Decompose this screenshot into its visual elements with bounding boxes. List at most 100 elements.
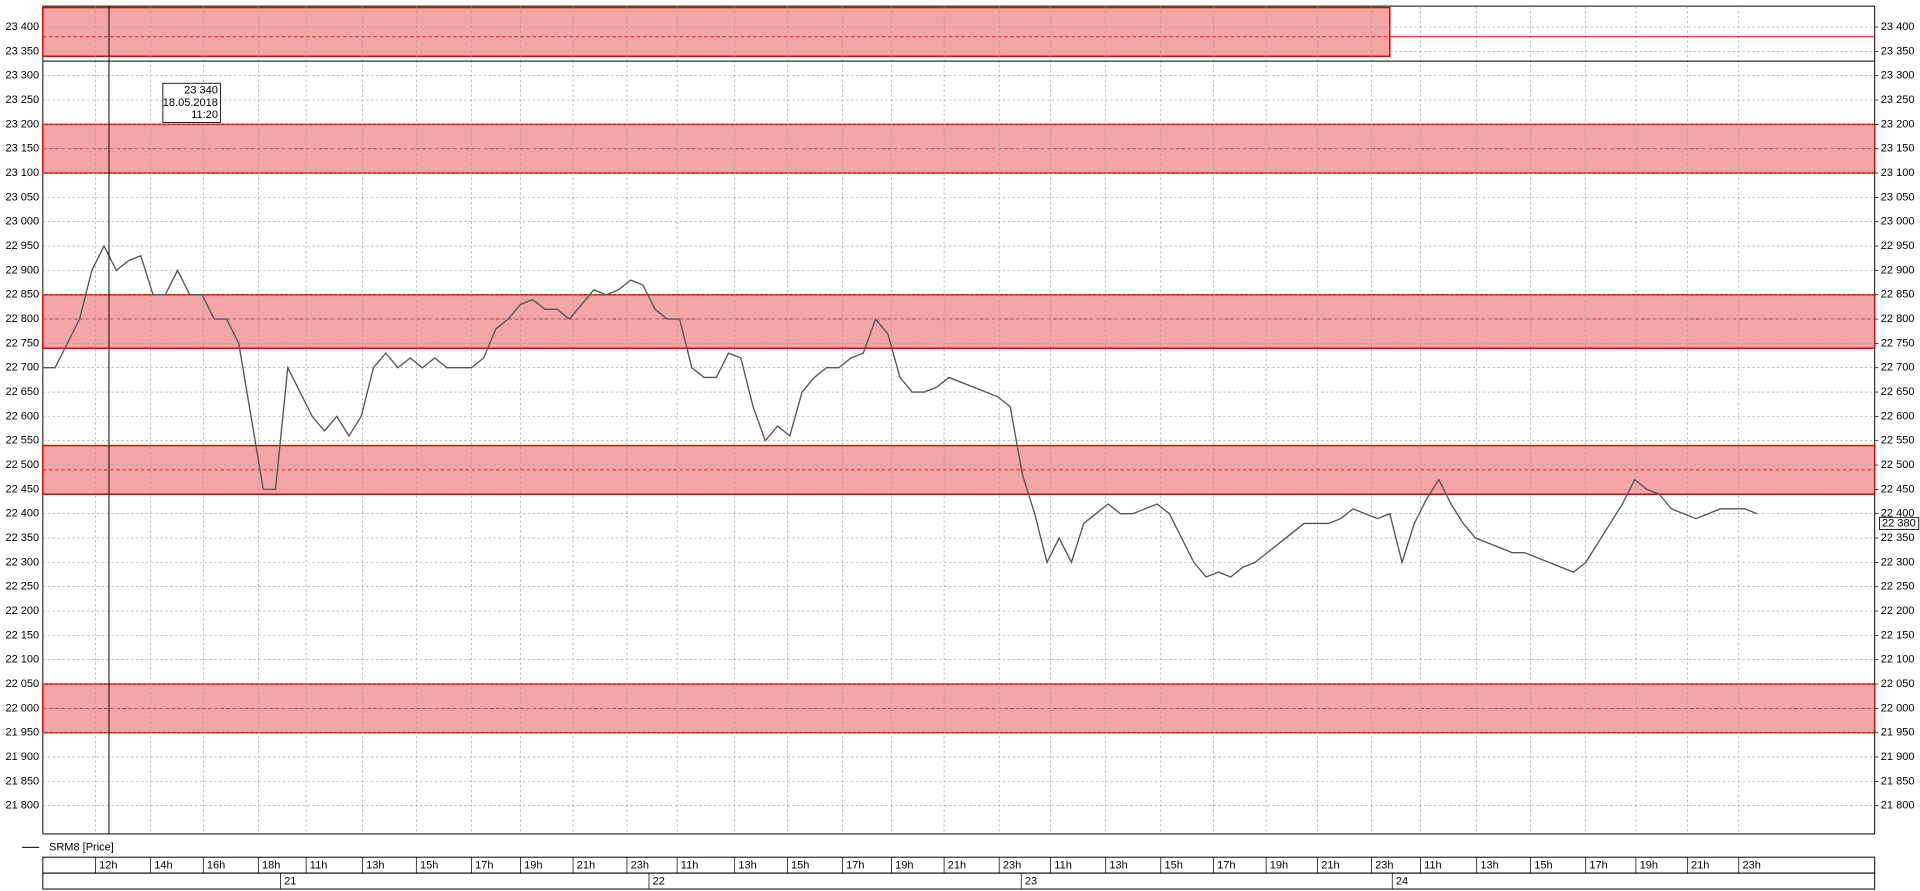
y-tick-label-right: 22 900 [1881,264,1915,276]
y-tick-label-right: 22 800 [1881,313,1915,325]
x-tick-label: 21h [1691,860,1709,872]
x-tick-label: 17h [1589,860,1607,872]
y-tick-label: 22 400 [5,508,39,520]
y-tick-label-right: 22 300 [1881,556,1915,568]
date-tick-label: 24 [1396,876,1408,888]
y-tick-label: 22 600 [5,410,39,422]
y-tick-label-right: 21 900 [1881,751,1915,763]
x-tick-label: 11h [1054,860,1072,872]
x-tick-label: 17h [1217,860,1235,872]
y-tick-label-right: 21 800 [1881,800,1915,812]
x-tick-label: 11h [1424,860,1442,872]
crosshair-price: 23 340 [184,85,218,97]
x-tick-label: 15h [420,860,438,872]
x-tick-label: 13h [366,860,384,872]
x-tick-label: 15h [1164,860,1182,872]
date-tick-label: 21 [284,876,296,888]
y-tick-label-right: 21 850 [1881,775,1915,787]
y-tick-label-right: 22 600 [1881,410,1915,422]
y-tick-label-right: 22 500 [1881,459,1915,471]
y-tick-label: 23 150 [5,143,39,155]
zone [42,6,1391,57]
y-tick-label: 23 050 [5,191,39,203]
x-tick-label: 21h [1321,860,1339,872]
y-tick-label-right: 22 750 [1881,337,1915,349]
x-tick-label: 16h [207,860,225,872]
y-tick-label-right: 23 050 [1881,191,1915,203]
x-tick-label: 11h [681,860,699,872]
x-tick-label: 18h [262,860,280,872]
y-tick-label: 22 000 [5,702,39,714]
y-tick-label-right: 23 200 [1881,118,1915,130]
x-tick-label: 17h [846,860,864,872]
x-tick-label: 23h [1375,860,1393,872]
y-tick-label: 23 200 [5,118,39,130]
y-tick-label: 21 900 [5,751,39,763]
x-tick-label: 12h [99,860,117,872]
y-tick-label-right: 22 000 [1881,702,1915,714]
y-tick-label: 23 300 [5,70,39,82]
y-tick-label: 22 700 [5,362,39,374]
y-tick-label: 22 850 [5,289,39,301]
legend-label: SRM8 [Price] [49,841,114,853]
y-tick-label-right: 22 200 [1881,605,1915,617]
last-price-label: 22 380 [1882,517,1916,529]
y-tick-label-right: 22 050 [1881,678,1915,690]
y-tick-label: 22 500 [5,459,39,471]
x-tick-label: 19h [1640,860,1658,872]
y-tick-label: 22 750 [5,337,39,349]
y-tick-label-right: 23 100 [1881,167,1915,179]
y-tick-label-right: 22 850 [1881,289,1915,301]
y-tick-label: 22 350 [5,532,39,544]
y-tick-label: 22 550 [5,435,39,447]
x-tick-label: 13h [1109,860,1127,872]
y-tick-label-right: 22 700 [1881,362,1915,374]
y-tick-label: 21 800 [5,800,39,812]
x-tick-label: 13h [1480,860,1498,872]
date-tick-label: 23 [1025,876,1037,888]
y-tick-label-right: 23 400 [1881,21,1915,33]
y-tick-label: 23 100 [5,167,39,179]
y-tick-label-right: 23 350 [1881,45,1915,57]
plot-frame [42,5,1876,835]
y-tick-label: 22 950 [5,240,39,252]
y-tick-label: 22 200 [5,605,39,617]
zone [42,293,1876,349]
y-tick-label: 21 950 [5,727,39,739]
x-tick-label: 23h [1742,860,1760,872]
y-tick-label-right: 22 350 [1881,532,1915,544]
date-tick-label: 22 [653,876,665,888]
y-tick-label-right: 23 000 [1881,216,1915,228]
x-tick-label: 19h [524,860,542,872]
x-tick-label: 14h [154,860,172,872]
y-tick-label: 22 900 [5,264,39,276]
y-tick-label: 22 800 [5,313,39,325]
y-tick-label-right: 22 650 [1881,386,1915,398]
x-tick-label: 15h [791,860,809,872]
x-tick-label: 21h [577,860,595,872]
y-tick-label: 22 300 [5,556,39,568]
x-tick-label: 15h [1534,860,1552,872]
y-tick-label-right: 22 250 [1881,581,1915,593]
x-tick-label: 19h [895,860,913,872]
x-tick-label: 19h [1270,860,1288,872]
x-tick-label: 21h [948,860,966,872]
y-tick-label-right: 23 250 [1881,94,1915,106]
y-tick-label: 22 450 [5,483,39,495]
y-tick-label: 21 850 [5,775,39,787]
crosshair-time: 11:20 [191,109,218,121]
y-tick-label: 23 250 [5,94,39,106]
y-tick-label: 22 250 [5,581,39,593]
y-tick-label: 23 400 [5,21,39,33]
y-tick-label-right: 21 950 [1881,727,1915,739]
x-tick-label: 11h [310,860,328,872]
x-tick-label: 13h [738,860,756,872]
y-tick-label: 22 650 [5,386,39,398]
y-tick-label: 22 100 [5,654,39,666]
x-tick-label: 23h [1003,860,1021,872]
y-tick-label: 23 000 [5,216,39,228]
y-tick-label: 22 150 [5,629,39,641]
last-price-box [1879,516,1920,530]
